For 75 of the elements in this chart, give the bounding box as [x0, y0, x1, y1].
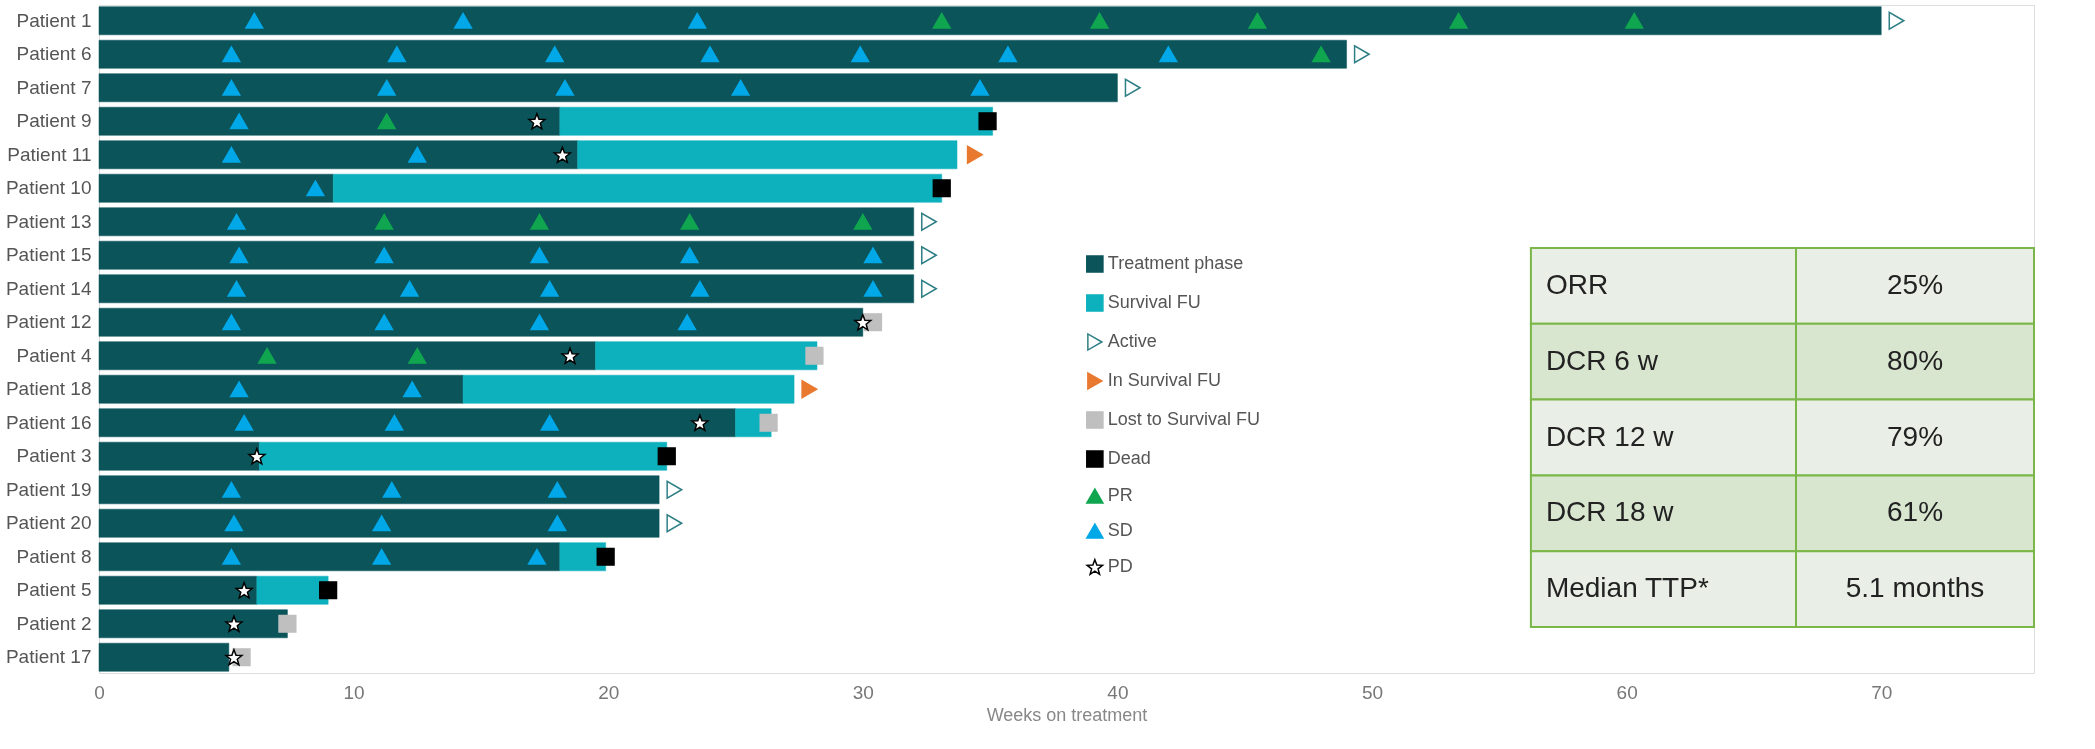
bar	[98, 575, 258, 605]
x-tick-label: 0	[94, 681, 105, 703]
annotation: 25%	[1886, 268, 1944, 300]
y-tick-label: Patient 18	[5, 378, 92, 400]
bar	[256, 575, 329, 605]
bar	[462, 374, 795, 404]
annotation: Median TTP*	[1545, 572, 1709, 604]
bar	[98, 341, 596, 371]
bar	[98, 475, 660, 505]
bar	[332, 173, 942, 203]
bar	[98, 106, 561, 136]
bar	[98, 374, 464, 404]
annotation: 80%	[1886, 344, 1944, 376]
y-tick-label: Patient 6	[16, 43, 92, 65]
bar	[259, 441, 668, 471]
bar	[98, 274, 914, 304]
legend-label: Survival FU	[1107, 292, 1201, 312]
bar	[98, 39, 1347, 69]
y-tick-label: Patient 8	[16, 545, 92, 567]
annotation: 79%	[1886, 420, 1944, 452]
y-tick-label: Patient 14	[5, 277, 92, 299]
annotation: DCR 6 w	[1545, 344, 1659, 376]
annotation: ORR	[1545, 268, 1609, 300]
bar	[98, 508, 660, 538]
y-tick-label: Patient 10	[5, 177, 92, 199]
y-tick-label: Patient 2	[16, 612, 92, 634]
annotation: 61%	[1886, 496, 1944, 528]
bar	[98, 173, 334, 203]
y-tick-label: Patient 19	[5, 478, 92, 500]
x-tick-label: 70	[1871, 681, 1893, 703]
y-tick-label: Patient 5	[16, 579, 92, 601]
x-tick-label: 50	[1361, 681, 1384, 703]
x-tick-label: 40	[1107, 681, 1129, 703]
bar	[98, 642, 230, 672]
legend-label: Dead	[1107, 448, 1151, 468]
x-tick-label: 20	[598, 681, 620, 703]
bar	[595, 341, 818, 371]
annotation: 5.1 months	[1845, 572, 1985, 604]
bar	[98, 73, 1118, 103]
legend-label: PR	[1107, 485, 1133, 505]
y-tick-label: Patient 12	[5, 311, 92, 333]
y-tick-label: Patient 4	[16, 344, 92, 366]
bar	[98, 408, 736, 438]
legend-label: Treatment phase	[1107, 253, 1244, 273]
legend-label: Active	[1107, 331, 1157, 351]
y-tick-label: Patient 3	[16, 445, 92, 467]
y-tick-label: Patient 7	[16, 76, 92, 98]
legend-label: In Survival FU	[1107, 370, 1221, 390]
y-tick-label: Patient 1	[16, 9, 92, 31]
y-tick-label: Patient 13	[5, 210, 92, 232]
bar	[98, 240, 914, 270]
x-tick-label: 10	[343, 681, 365, 703]
x-tick-label: 60	[1616, 681, 1638, 703]
legend-label: Lost to Survival FU	[1107, 409, 1260, 429]
bar	[559, 106, 993, 136]
annotation: DCR 12 w	[1545, 420, 1675, 452]
legend-label: SD	[1107, 520, 1133, 540]
annotation: DCR 18 w	[1545, 496, 1675, 528]
y-tick-label: Patient 9	[16, 110, 92, 132]
bar	[98, 207, 914, 237]
bar	[577, 140, 958, 170]
y-tick-label: Patient 20	[5, 512, 92, 534]
bar	[98, 441, 260, 471]
bar	[98, 6, 1882, 36]
legend-label: PD	[1107, 556, 1133, 576]
bar	[98, 542, 561, 572]
bar	[98, 609, 288, 639]
y-tick-label: Patient 16	[5, 411, 92, 433]
x-axis-title: Weeks on treatment	[986, 704, 1148, 725]
y-tick-label: Patient 17	[5, 646, 92, 668]
bar	[98, 140, 578, 170]
x-tick-label: 30	[852, 681, 874, 703]
y-tick-label: Patient 11	[7, 143, 92, 165]
bar	[98, 307, 864, 337]
y-tick-label: Patient 15	[5, 244, 92, 266]
